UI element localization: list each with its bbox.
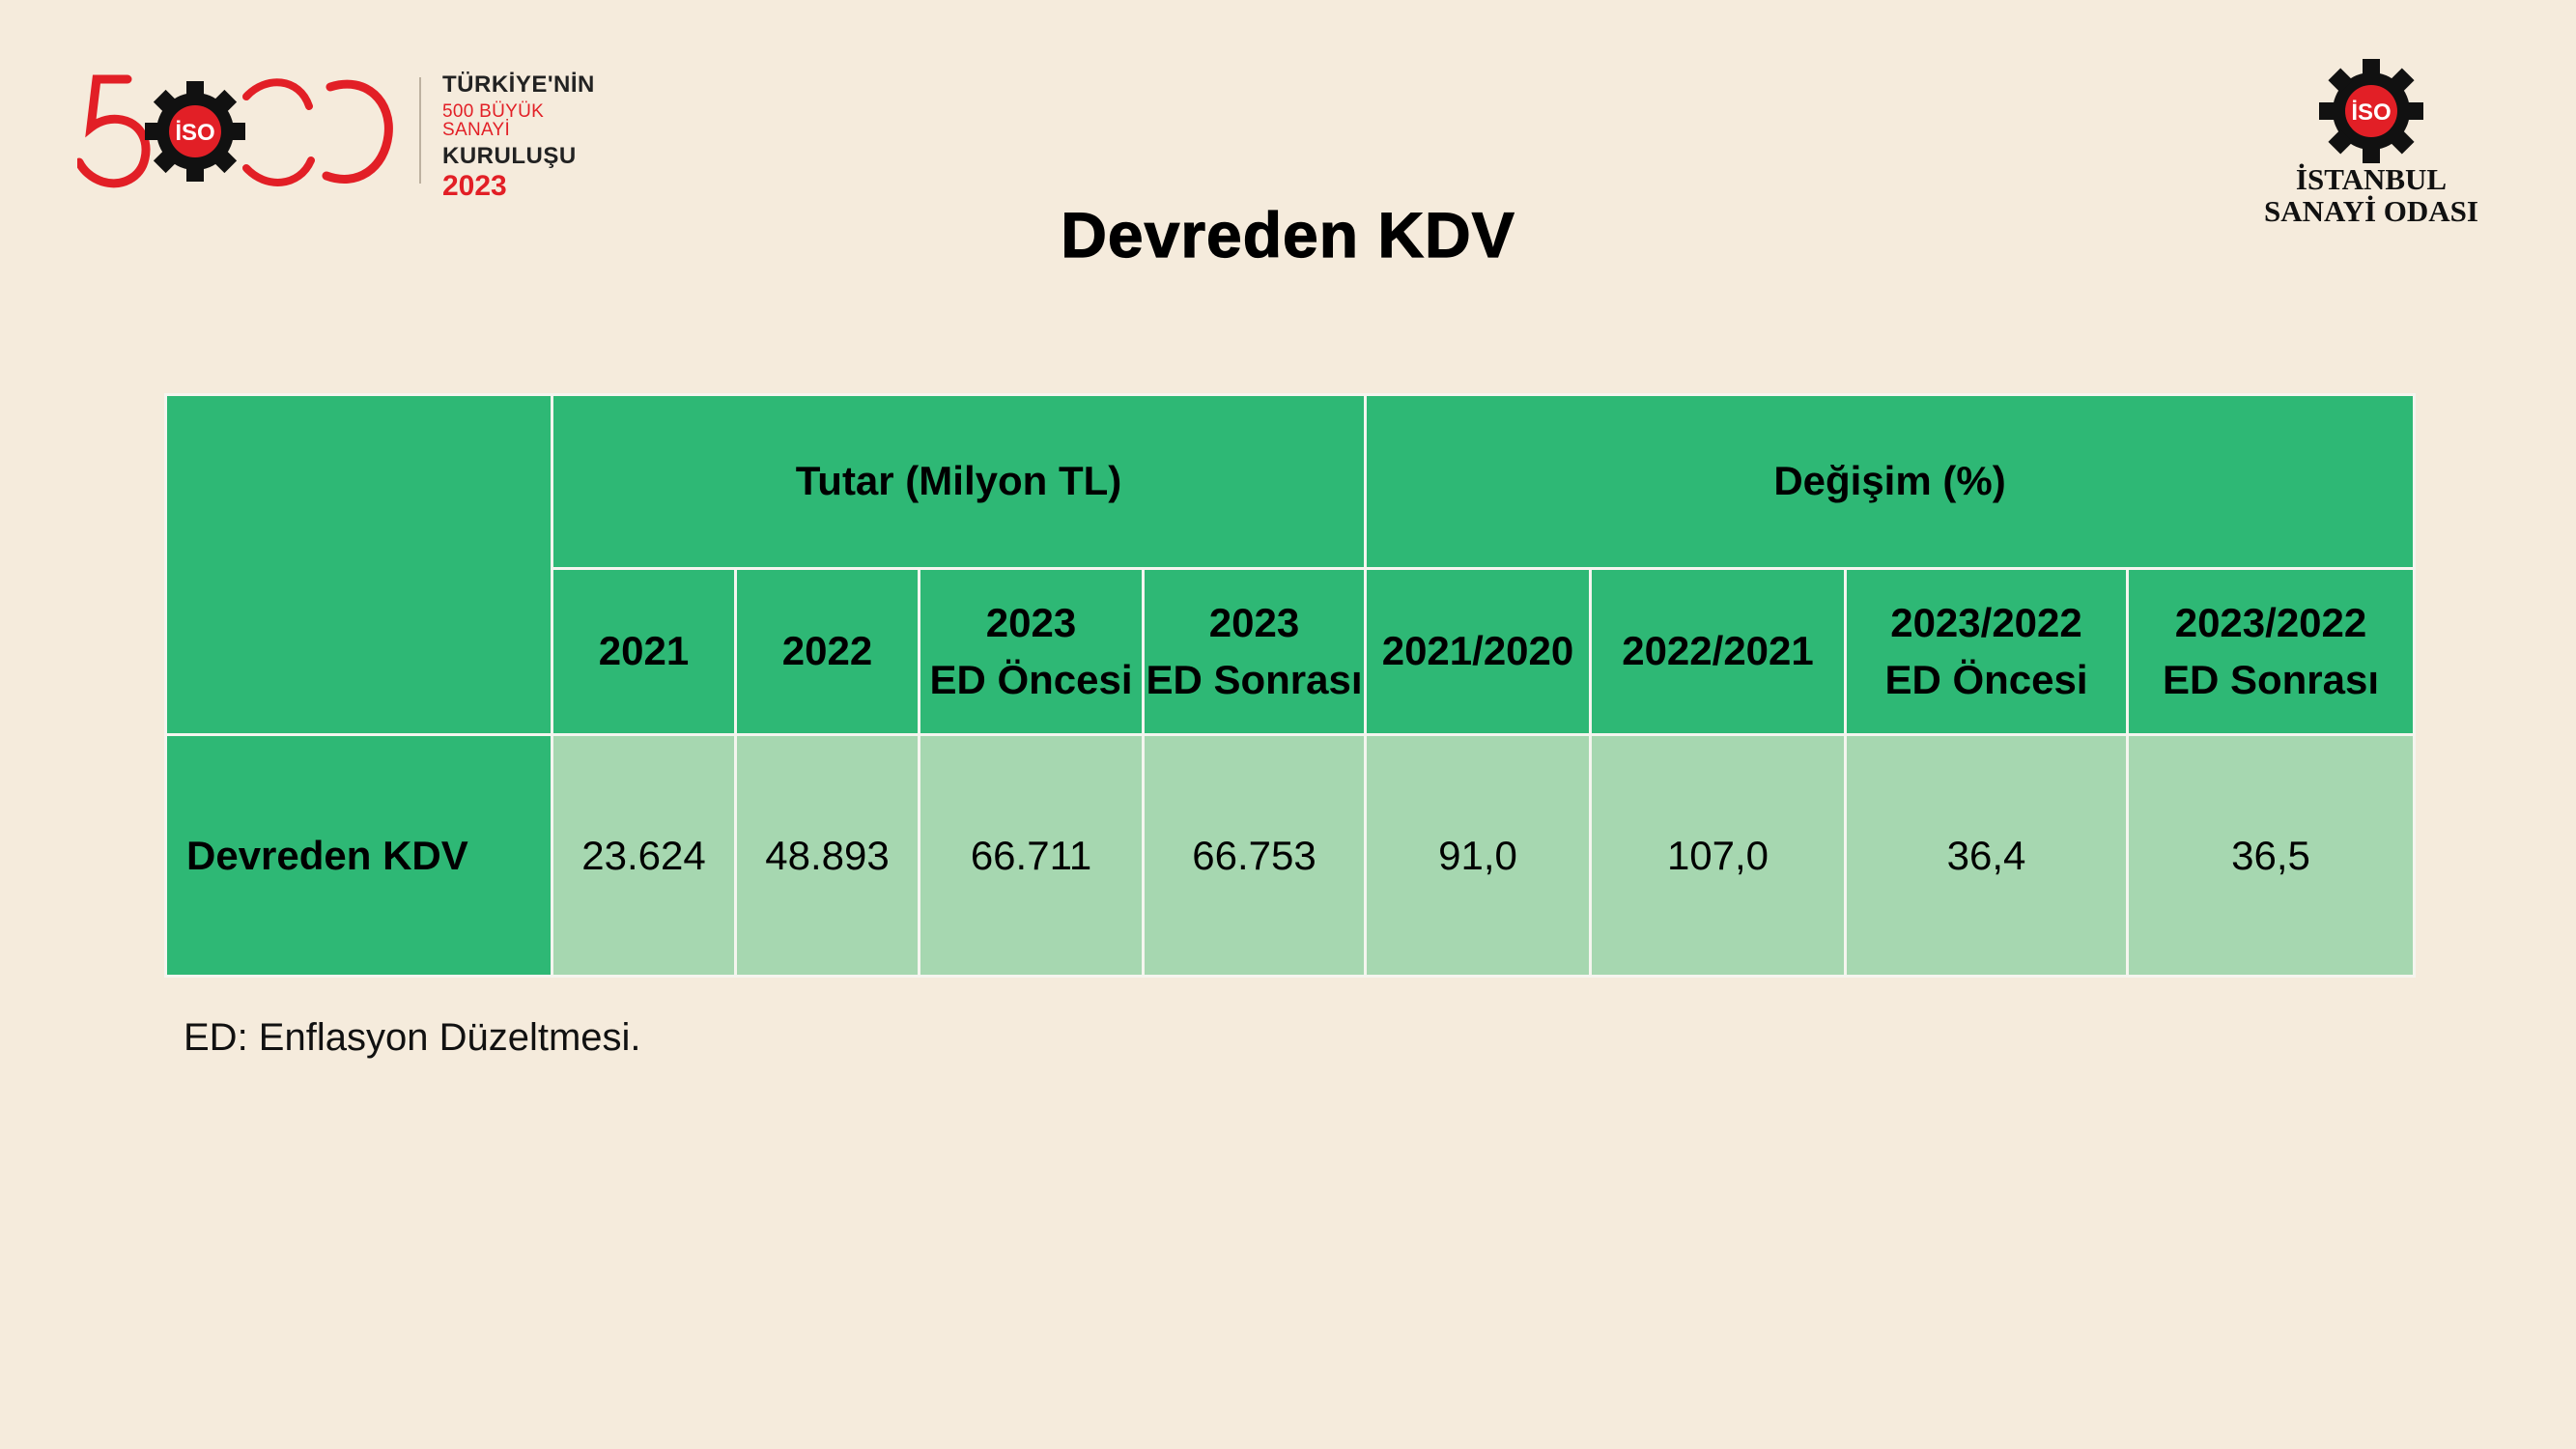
table-cell: 91,0: [1364, 733, 1592, 978]
logo-500-line1: TÜRKİYE'NİN: [442, 71, 595, 98]
column-header: 2023/2022 ED Sonrası: [2126, 567, 2416, 736]
group-header-change: Değişim (%): [1364, 393, 2416, 570]
iso-line1: İSTANBUL: [2295, 162, 2448, 196]
table-header-row-groups: Tutar (Milyon TL) Değişim (%): [164, 393, 2416, 736]
iso-gear-icon: İSO: [2319, 59, 2423, 163]
table-cell: 23.624: [551, 733, 737, 978]
footnote: ED: Enflasyon Düzeltmesi.: [184, 1016, 641, 1059]
table-cell: 48.893: [734, 733, 920, 978]
logo-500-line2: 500 BÜYÜK SANAYİ: [442, 101, 545, 140]
table-cell: 36,5: [2126, 733, 2416, 978]
table-cell: 107,0: [1589, 733, 1847, 978]
logo-500-emblem: İSO: [77, 74, 393, 188]
svg-text:İSO: İSO: [2351, 99, 2391, 126]
table-row: Devreden KDV 23.624 48.893 66.711 66.753…: [164, 733, 2416, 978]
table-cell: 66.711: [918, 733, 1145, 978]
logo-500-text: TÜRKİYE'NİN 500 BÜYÜK SANAYİ KURULUŞU 20…: [442, 73, 595, 201]
logo-500-line4: 2023: [442, 170, 507, 202]
column-header: 2022/2021: [1589, 567, 1847, 736]
table-cell: 66.753: [1142, 733, 1367, 978]
page-title: Devreden KDV: [1061, 198, 1515, 270]
row-label: Devreden KDV: [164, 733, 553, 978]
table-header-row-columns: 2021 2022 2023 ED Öncesi 2023 ED Sonrası 2…: [166, 567, 2416, 736]
column-header: 2023 ED Öncesi: [918, 567, 1145, 736]
group-header-amount: Tutar (Milyon TL): [551, 393, 1367, 570]
column-header: 2023/2022 ED Öncesi: [1844, 567, 2129, 736]
column-header: 2022: [734, 567, 920, 736]
kdv-table: Tutar (Milyon TL) Değişim (%) 2021 2022 …: [164, 393, 2416, 978]
column-header: 2021/2020: [1364, 567, 1592, 736]
logo-500-line3: KURULUŞU: [442, 143, 577, 169]
logo-divider: [419, 77, 421, 184]
logo-istanbul-sanayi-odasi: İSO İSTANBUL SANAYİ ODASI: [2241, 58, 2502, 251]
iso-line2: SANAYİ ODASI: [2264, 193, 2478, 228]
logo-500-buyuk-sanayi: İSO TÜRKİYE'NİN 500 BÜYÜK SANAYİ KURULUŞ…: [77, 68, 594, 201]
table-corner-cell: [164, 393, 553, 736]
table-cell: 36,4: [1844, 733, 2129, 978]
column-header: 2023 ED Sonrası: [1142, 567, 1367, 736]
svg-text:İSO: İSO: [175, 120, 214, 146]
column-header: 2021: [551, 567, 737, 736]
